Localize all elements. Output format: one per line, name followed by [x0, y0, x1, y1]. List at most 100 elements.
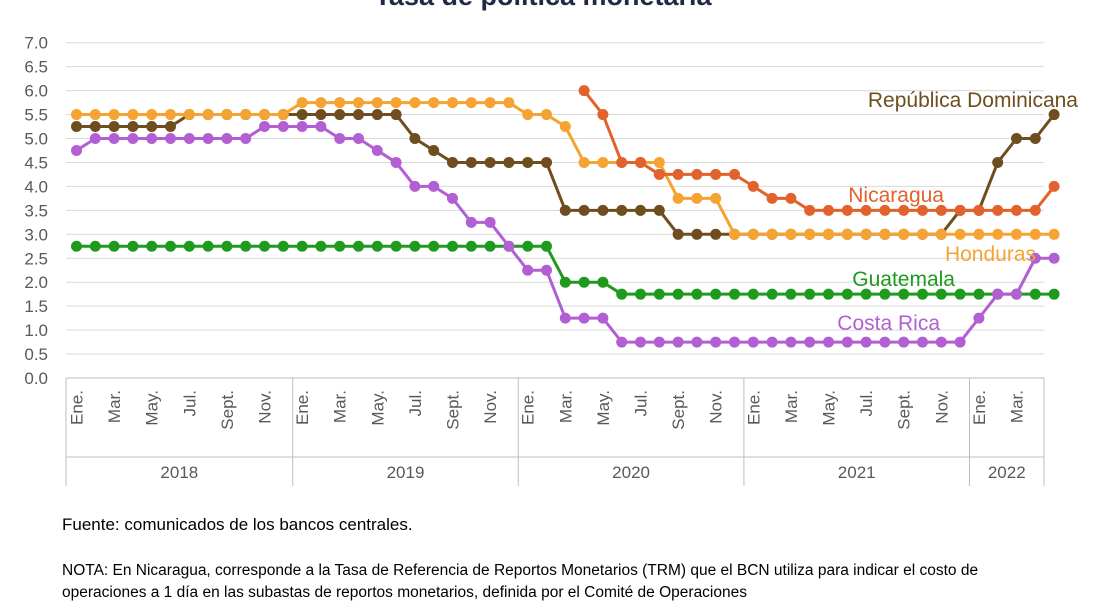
data-point: [747, 336, 759, 348]
data-point: [353, 109, 364, 121]
data-point: [597, 312, 609, 324]
series-label: Costa Rica: [837, 312, 940, 335]
y-tick-label: 5.0: [24, 130, 48, 149]
y-tick-label: 4.5: [24, 153, 48, 172]
data-point: [823, 288, 834, 300]
data-point: [578, 85, 590, 97]
data-point: [484, 156, 496, 168]
month-label: Mar.: [556, 390, 575, 423]
data-point: [954, 204, 966, 216]
data-point: [127, 240, 139, 252]
data-point: [747, 180, 759, 192]
data-point: [729, 228, 740, 240]
data-point: [917, 228, 928, 240]
data-point: [879, 204, 891, 216]
data-point: [992, 204, 1004, 216]
data-point: [747, 288, 759, 300]
data-point: [541, 240, 552, 252]
data-point: [954, 336, 966, 348]
data-point: [541, 264, 552, 276]
y-tick-label: 6.0: [24, 82, 48, 101]
year-label: 2020: [612, 463, 650, 482]
data-point: [390, 109, 402, 121]
data-point: [409, 97, 421, 109]
month-label: May.: [143, 390, 162, 426]
data-point: [353, 240, 364, 252]
data-point: [484, 97, 496, 109]
data-point: [89, 133, 101, 144]
data-point: [672, 288, 684, 300]
month-label: Ene.: [519, 390, 538, 425]
y-tick-label: 2.0: [24, 273, 48, 292]
data-point: [447, 97, 458, 109]
data-point: [259, 240, 270, 252]
data-point: [108, 240, 120, 252]
data-point: [785, 336, 797, 348]
data-point: [465, 156, 477, 168]
data-point: [89, 109, 101, 121]
data-point: [691, 192, 703, 204]
data-point: [804, 204, 816, 216]
data-point: [277, 240, 289, 252]
series-line: [76, 113, 1056, 236]
data-point: [841, 204, 853, 216]
data-point: [935, 204, 947, 216]
data-point: [522, 156, 534, 168]
data-point: [390, 97, 402, 109]
data-point: [917, 204, 928, 216]
data-point: [221, 240, 233, 252]
data-point: [541, 109, 552, 121]
data-point: [409, 180, 421, 192]
data-point: [954, 288, 966, 300]
data-point: [71, 121, 82, 133]
data-point: [616, 336, 628, 348]
data-point: [616, 204, 628, 216]
data-point: [315, 109, 327, 121]
data-point: [409, 240, 421, 252]
data-point: [541, 156, 552, 168]
y-tick-label: 6.5: [24, 58, 48, 77]
data-point: [277, 121, 289, 133]
y-tick-label: 3.0: [24, 225, 48, 244]
data-point: [259, 121, 270, 133]
data-point: [127, 109, 139, 121]
data-point: [672, 192, 684, 204]
data-point: [935, 288, 947, 300]
data-point: [371, 109, 383, 121]
series-label: Honduras: [945, 243, 1036, 266]
month-label: May.: [594, 390, 613, 426]
data-point: [146, 133, 158, 144]
month-label: May.: [368, 390, 387, 426]
data-point: [1048, 228, 1060, 240]
data-point: [578, 312, 590, 324]
month-label: Mar.: [331, 390, 350, 423]
data-point: [1029, 204, 1041, 216]
data-point: [616, 156, 628, 168]
data-point: [390, 240, 402, 252]
data-point: [635, 288, 646, 300]
data-point: [296, 240, 308, 252]
data-point: [691, 228, 703, 240]
data-point: [428, 240, 440, 252]
data-point: [484, 240, 496, 252]
y-tick-label: 2.5: [24, 249, 48, 268]
data-point: [935, 336, 947, 348]
month-label: Mar.: [105, 390, 124, 423]
y-tick-label: 3.5: [24, 201, 48, 220]
data-point: [1029, 252, 1041, 264]
data-point: [315, 121, 327, 133]
data-point: [653, 156, 665, 168]
data-point: [183, 133, 195, 144]
series-label: República Dominicana: [868, 89, 1078, 112]
data-point: [747, 228, 759, 240]
data-point: [221, 109, 233, 121]
data-point: [296, 97, 308, 109]
data-point: [259, 109, 270, 121]
data-point: [127, 133, 139, 144]
data-point: [315, 240, 327, 252]
data-point: [1048, 252, 1060, 264]
y-tick-label: 1.5: [24, 297, 48, 316]
data-point: [202, 133, 214, 144]
data-point: [785, 192, 797, 204]
data-point: [240, 109, 252, 121]
